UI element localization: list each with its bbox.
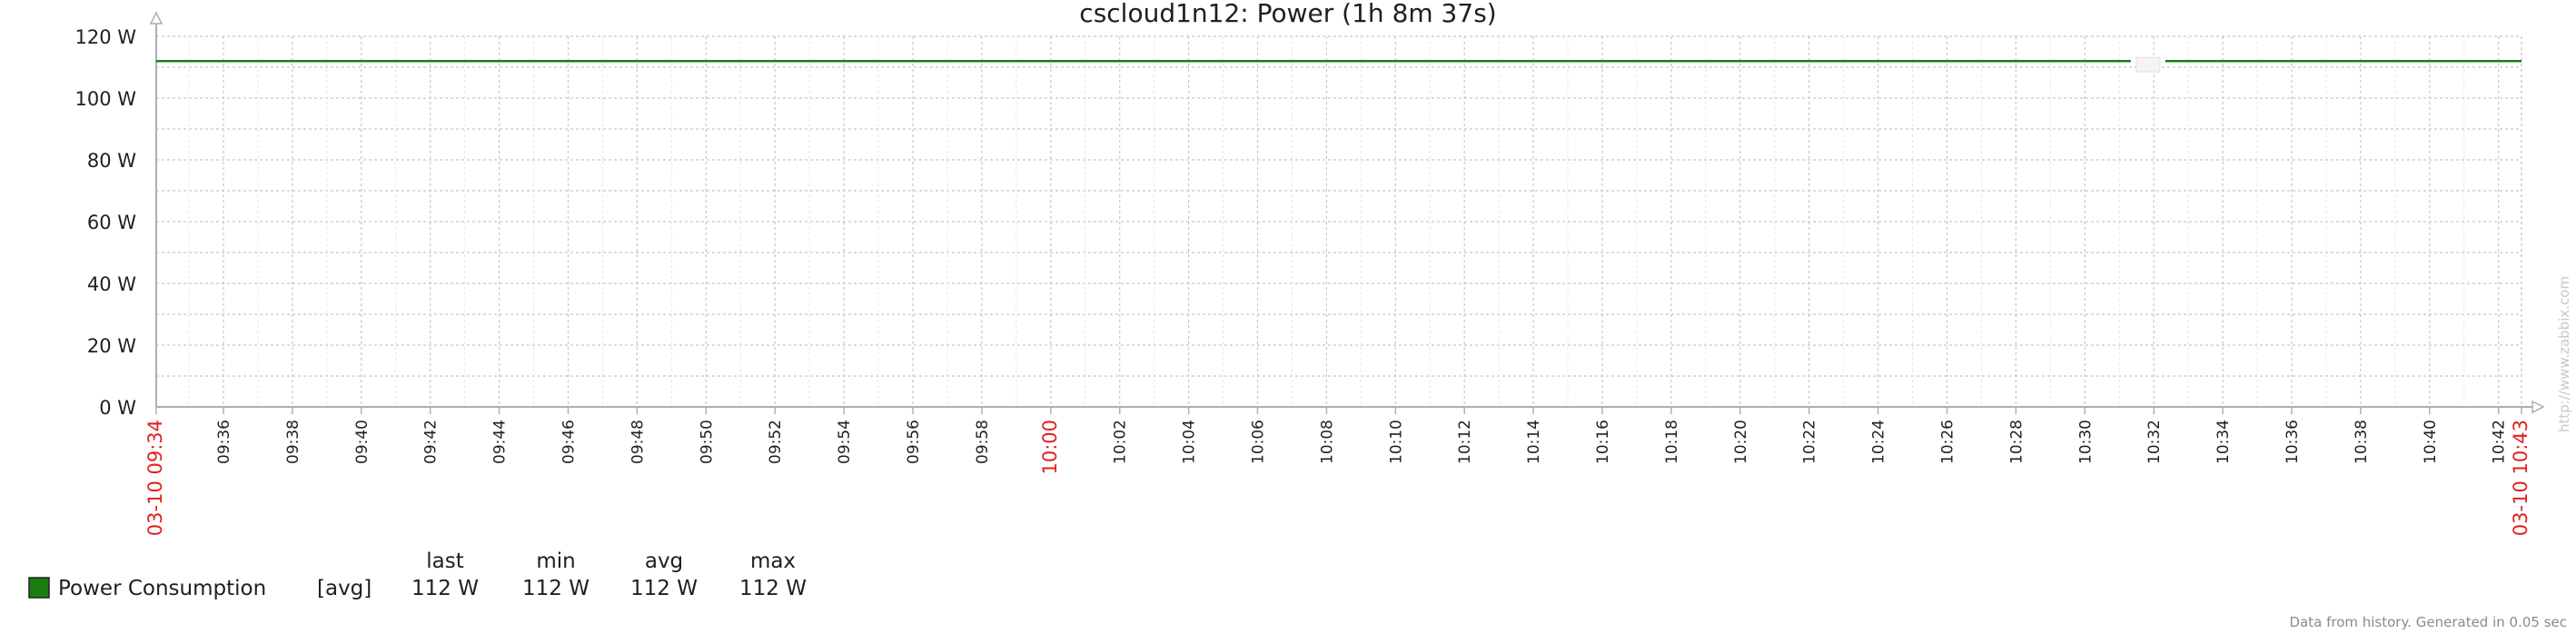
footer-note: Data from history. Generated in 0.05 sec	[2290, 614, 2568, 630]
x-tick-label: 09:42	[422, 420, 441, 464]
x-tick-label: 09:36	[215, 420, 233, 464]
x-tick-label: 10:16	[1594, 420, 1612, 464]
legend-series-func: [avg]	[317, 577, 372, 600]
legend-series-name: Power Consumption	[58, 577, 266, 600]
y-tick-label: 60 W	[87, 212, 136, 233]
x-tick-label: 10:02	[1112, 420, 1130, 464]
legend-header-avg: avg	[645, 550, 683, 573]
x-axis-arrow	[2531, 400, 2545, 414]
legend-value-min: 112 W	[522, 577, 590, 600]
x-tick-label: 10:32	[2145, 420, 2164, 464]
x-tick-label: 09:58	[974, 420, 992, 464]
y-tick-label: 80 W	[87, 150, 136, 172]
legend-value-max: 112 W	[739, 577, 807, 600]
legend: last min avg max Power Consumption [avg]…	[28, 550, 807, 600]
legend-value-avg: 112 W	[630, 577, 698, 600]
x-tick-label: 09:54	[836, 420, 854, 464]
x-tick-label: 09:52	[767, 420, 785, 464]
x-tick-label: 09:38	[284, 420, 302, 464]
legend-header-max: max	[750, 550, 796, 573]
x-tick-label: 09:44	[491, 420, 510, 464]
x-tick-label: 10:30	[2076, 420, 2095, 464]
grid	[155, 35, 2522, 407]
x-tick-label: 10:10	[1387, 420, 1405, 464]
x-tick-label: 10:42	[2491, 420, 2509, 464]
chart-title: cscloud1n12: Power (1h 8m 37s)	[1079, 0, 1496, 28]
legend-header-last: last	[426, 550, 464, 573]
y-tick-label: 40 W	[87, 273, 136, 295]
x-tick-label: 09:56	[905, 420, 923, 464]
legend-header-min: min	[536, 550, 575, 573]
x-tick-label: 09:48	[629, 420, 647, 464]
x-tick-label: 09:46	[560, 420, 579, 464]
x-tick-label: 09:40	[353, 420, 372, 464]
x-tick-label: 10:24	[1870, 420, 1888, 464]
x-tick-label: 10:34	[2214, 420, 2233, 464]
legend-value-last: 112 W	[411, 577, 479, 600]
y-tick-label: 100 W	[74, 88, 136, 110]
x-tick-label: 10:26	[1939, 420, 1957, 464]
x-tick-label: 10:12	[1456, 420, 1474, 464]
x-tick-label: 10:38	[2353, 420, 2371, 464]
watermark: http://www.zabbix.com	[2556, 276, 2572, 432]
x-tick-label: 10:04	[1181, 420, 1199, 464]
data-gap-marker	[2135, 56, 2161, 73]
axes	[149, 11, 2545, 414]
x-tick-label: 10:18	[1663, 420, 1681, 464]
legend-color-swatch	[28, 577, 50, 599]
y-tick-label: 0 W	[99, 397, 136, 419]
x-tick-label: 10:08	[1318, 420, 1336, 464]
x-start-label: 03-10 09:34	[144, 420, 166, 536]
y-axis-arrow	[149, 11, 163, 25]
y-tick-label: 120 W	[74, 26, 136, 48]
x-tick-label: 10:20	[1732, 420, 1750, 464]
x-axis-labels: 03-10 09:34 09:36 09:38 09:40 09:42 09:44 09:4…	[144, 420, 2531, 536]
x-tick-label: 10:00	[1039, 420, 1061, 475]
x-tick-label: 10:40	[2422, 420, 2440, 464]
x-tick-label: 10:22	[1801, 420, 1819, 464]
x-tick-label: 10:06	[1250, 420, 1268, 464]
x-tick-label: 09:50	[698, 420, 716, 464]
x-tick-label: 10:28	[2007, 420, 2026, 464]
y-tick-label: 20 W	[87, 335, 136, 357]
x-tick-label: 10:36	[2284, 420, 2302, 464]
x-end-label: 03-10 10:43	[2510, 420, 2531, 536]
x-tick-label: 10:14	[1525, 420, 1543, 464]
y-axis-labels: 0 W 20 W 40 W 60 W 80 W 100 W 120 W	[74, 26, 136, 419]
series-layer	[156, 56, 2522, 73]
